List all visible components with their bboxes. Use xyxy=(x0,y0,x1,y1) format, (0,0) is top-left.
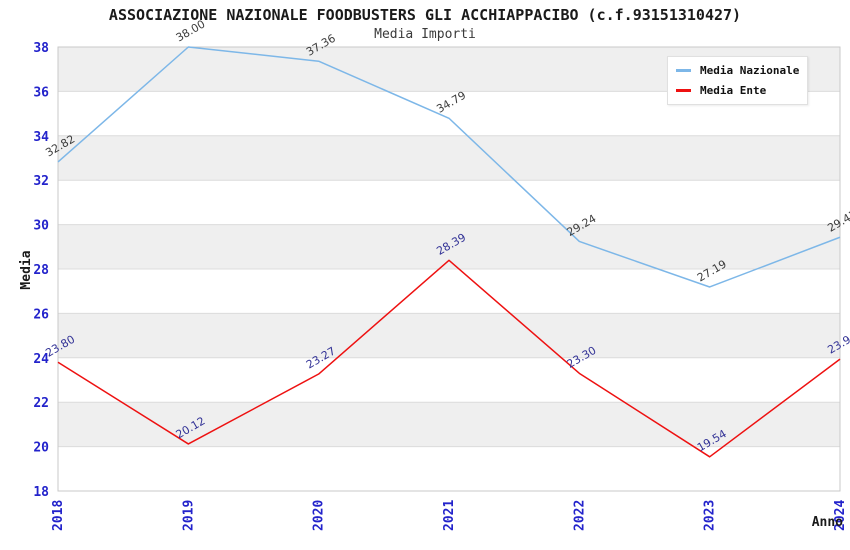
legend-item-media-nazionale: Media Nazionale xyxy=(676,64,807,77)
x-axis-tick-label: 2019 xyxy=(181,500,196,531)
y-axis-title: Media xyxy=(19,250,34,289)
data-point-label: 29.43 xyxy=(825,208,850,235)
chart-title: ASSOCIAZIONE NAZIONALE FOODBUSTERS GLI A… xyxy=(108,6,742,24)
legend-label-media-ente: Media Ente xyxy=(700,84,767,97)
x-axis-tick-label: 2022 xyxy=(572,500,587,531)
y-axis-tick-label: 20 xyxy=(33,441,49,456)
y-axis-tick-label: 28 xyxy=(33,263,49,278)
y-axis-tick-label: 22 xyxy=(33,396,49,411)
y-axis-tick-label: 18 xyxy=(33,485,49,500)
y-axis-tick-label: 34 xyxy=(33,130,49,145)
x-axis-title: Anno xyxy=(812,515,843,530)
y-axis-tick-label: 30 xyxy=(33,219,49,234)
legend-item-media-ente: Media Ente xyxy=(676,84,807,97)
y-axis-tick-label: 26 xyxy=(33,307,49,322)
plot-band xyxy=(58,313,840,358)
plot-band xyxy=(58,402,840,447)
x-axis-tick-label: 2024 xyxy=(833,500,848,531)
plot-frame xyxy=(57,46,841,492)
legend-swatch-media-ente xyxy=(676,89,691,92)
series-line-media-nazionale xyxy=(57,46,841,288)
series-line-media-ente xyxy=(57,259,841,458)
x-axis-tick-label: 2021 xyxy=(442,500,457,531)
x-axis-tick-label: 2023 xyxy=(703,500,718,531)
chart-subtitle: Media Importi xyxy=(374,27,476,42)
y-axis-tick-label: 32 xyxy=(33,174,49,189)
legend-label-media-nazionale: Media Nazionale xyxy=(700,64,800,77)
legend: Media Nazionale Media Ente xyxy=(667,56,808,105)
x-axis-tick-label: 2020 xyxy=(312,500,327,531)
data-point-label: 34.79 xyxy=(434,89,468,116)
plot-band xyxy=(58,135,840,181)
y-axis-tick-label: 36 xyxy=(33,85,49,100)
x-axis-tick-label: 2018 xyxy=(51,500,66,531)
y-axis-tick-label: 24 xyxy=(33,352,49,367)
y-axis-tick-label: 38 xyxy=(33,41,49,56)
plot-band xyxy=(58,224,840,269)
legend-swatch-media-nazionale xyxy=(676,69,691,72)
